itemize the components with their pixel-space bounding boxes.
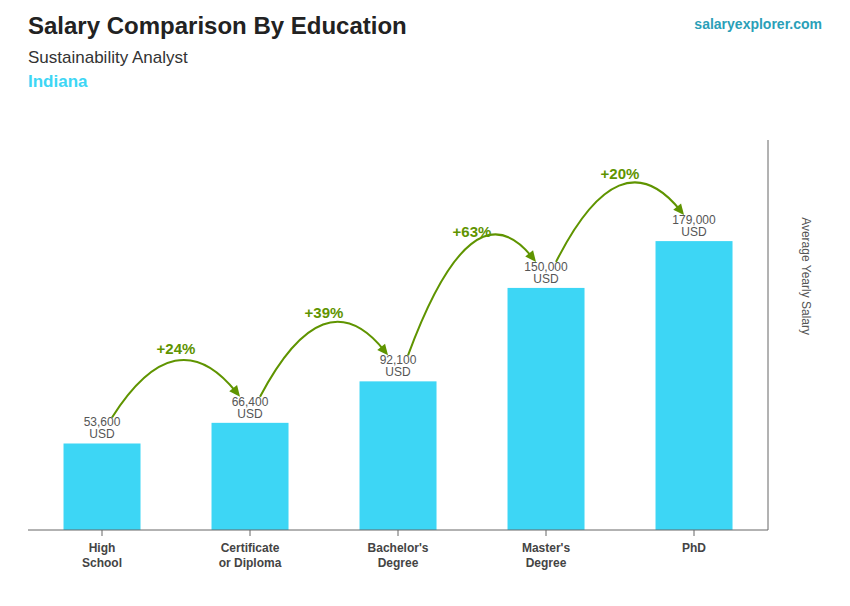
svg-text:150,000USD: 150,000USD xyxy=(524,260,568,286)
svg-text:179,000USD: 179,000USD xyxy=(672,213,716,239)
svg-text:53,600USD: 53,600USD xyxy=(84,415,121,441)
html-text:Salary Comparison By Education: Salary Comparison By Education xyxy=(28,12,407,39)
html-text:salaryexplorer.com: salaryexplorer.com xyxy=(694,16,822,32)
svg-text:+24%: +24% xyxy=(157,340,196,357)
svg-text:66,400USD: 66,400USD xyxy=(232,395,269,421)
html-text:Sustainability Analyst: Sustainability Analyst xyxy=(28,48,188,67)
html-text:Indiana: Indiana xyxy=(28,72,88,91)
svg-text:Certificateor Diploma: Certificateor Diploma xyxy=(219,541,282,570)
svg-text:Bachelor'sDegree: Bachelor'sDegree xyxy=(368,541,429,570)
svg-text:+39%: +39% xyxy=(305,304,344,321)
svg-text:PhD: PhD xyxy=(682,541,706,555)
svg-text:92,100USD: 92,100USD xyxy=(380,353,417,379)
svg-text:+20%: +20% xyxy=(601,165,640,182)
svg-text:HighSchool: HighSchool xyxy=(82,541,122,570)
svg-text:+63%: +63% xyxy=(453,223,492,240)
svg-text:Master'sDegree: Master'sDegree xyxy=(522,541,571,570)
svg-text:Average Yearly Salary: Average Yearly Salary xyxy=(799,217,813,335)
